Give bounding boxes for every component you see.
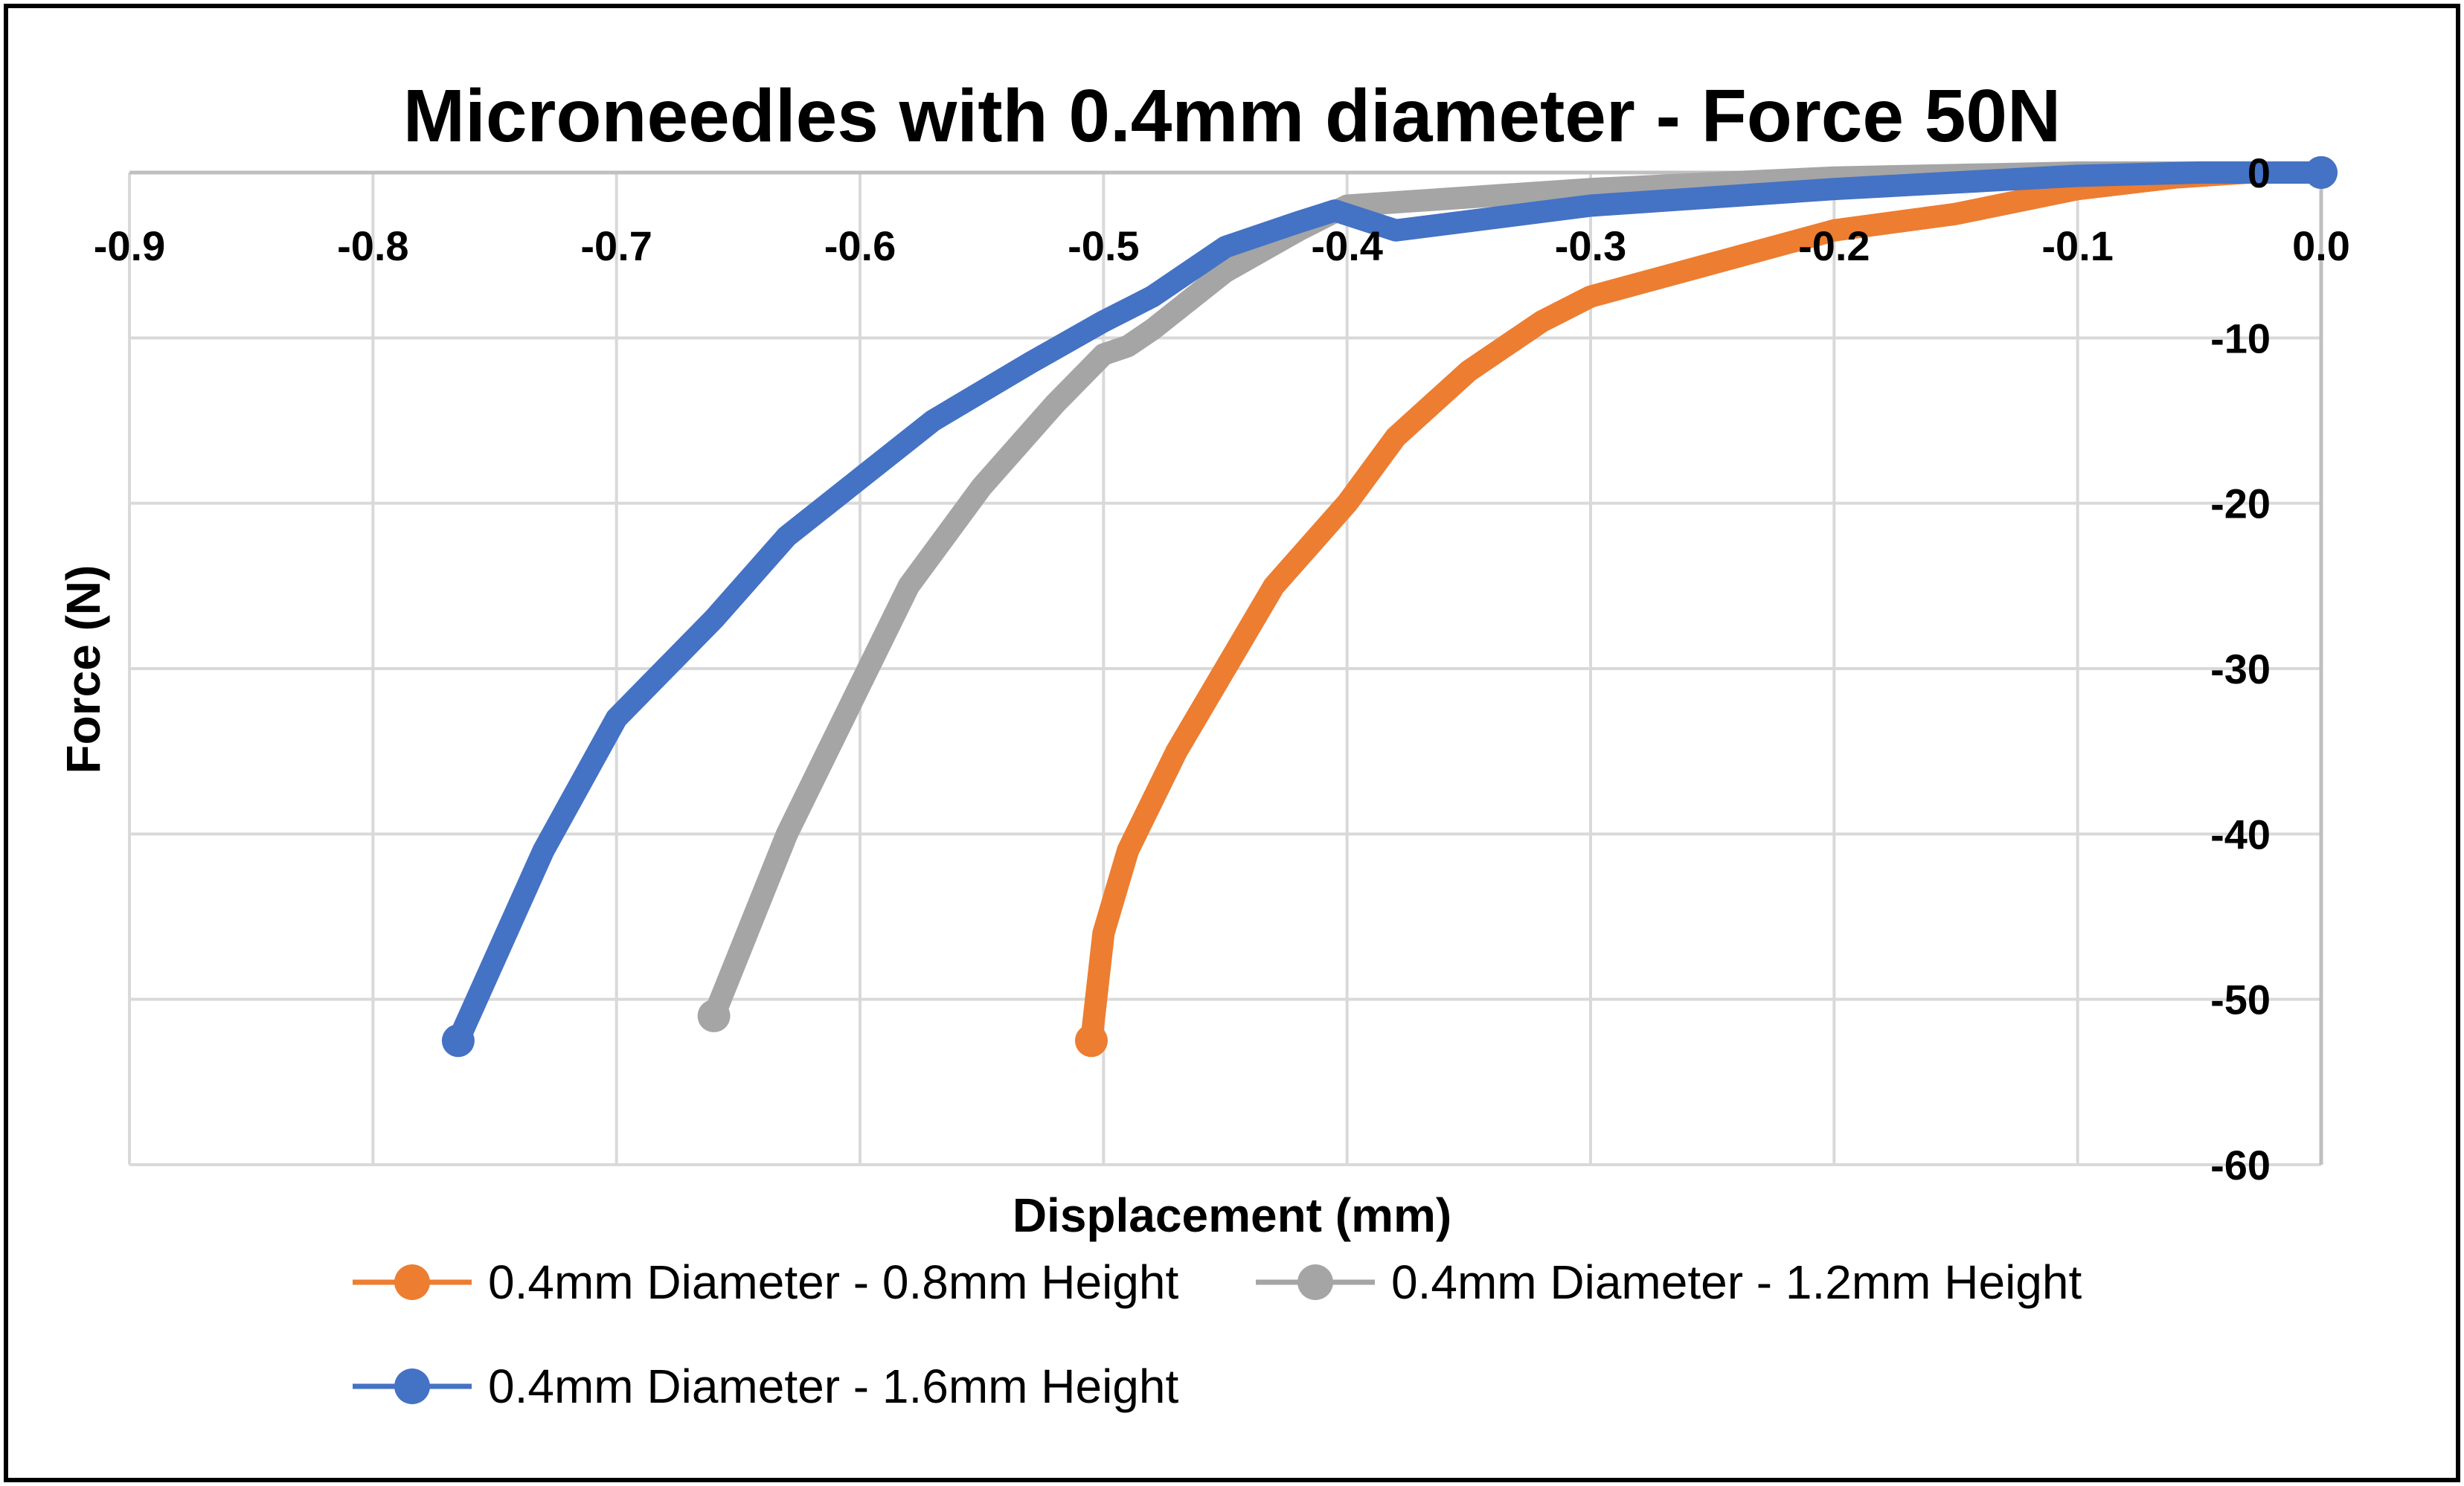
x-tick-labels: -0.9 -0.8 -0.7 -0.6 -0.5 -0.4 -0.3 -0.2 -0.1 0.0 — [94, 222, 2350, 269]
x-tick-label: -0.6 — [824, 222, 896, 269]
legend-marker-2 — [1297, 1264, 1333, 1300]
series-group — [441, 156, 2338, 1058]
y-tick-label: 0 — [2248, 149, 2271, 196]
y-tick-label: -10 — [2210, 315, 2271, 361]
legend: 0.4mm Diameter - 0.8mm Height 0.4mm Diame… — [353, 1255, 2082, 1413]
y-tick-labels: 0 -10 -20 -30 -40 -50 -60 — [2210, 149, 2271, 1189]
x-tick-label: -0.5 — [1068, 222, 1140, 269]
x-tick-label: -0.8 — [337, 222, 409, 269]
y-axis-title: Force (N) — [57, 565, 110, 774]
y-tick-label: -30 — [2210, 646, 2271, 692]
legend-label-2: 0.4mm Diameter - 1.2mm Height — [1391, 1255, 2082, 1309]
x-tick-label: -0.4 — [1311, 222, 1383, 269]
y-tick-label: -20 — [2210, 480, 2271, 527]
x-tick-label: -0.1 — [2041, 222, 2114, 269]
x-tick-label: -0.9 — [94, 222, 166, 269]
legend-marker-3 — [394, 1368, 430, 1404]
x-tick-label: -0.3 — [1555, 222, 1627, 269]
y-tick-label: -60 — [2210, 1142, 2271, 1189]
y-tick-label: -50 — [2210, 977, 2271, 1023]
series-3-end-point — [441, 1024, 475, 1058]
x-tick-label: -0.7 — [580, 222, 652, 269]
x-tick-label: 0.0 — [2292, 222, 2350, 269]
series-3-start-point — [2305, 156, 2338, 189]
legend-label-1: 0.4mm Diameter - 0.8mm Height — [488, 1255, 1178, 1309]
x-axis-title: Displacement (mm) — [1013, 1189, 1451, 1242]
x-tick-label: -0.2 — [1798, 222, 1870, 269]
legend-label-3: 0.4mm Diameter - 1.6mm Height — [488, 1360, 1178, 1413]
legend-marker-1 — [394, 1264, 430, 1300]
series-line-1 — [1080, 161, 2332, 1052]
series-line-3 — [446, 161, 2332, 1052]
chart-title: Microneedles with 0.4mm diameter - Force… — [403, 74, 2062, 158]
y-tick-label: -40 — [2210, 811, 2271, 858]
series-1-end-point — [1074, 1024, 1108, 1058]
series-2-end-point — [697, 999, 731, 1032]
